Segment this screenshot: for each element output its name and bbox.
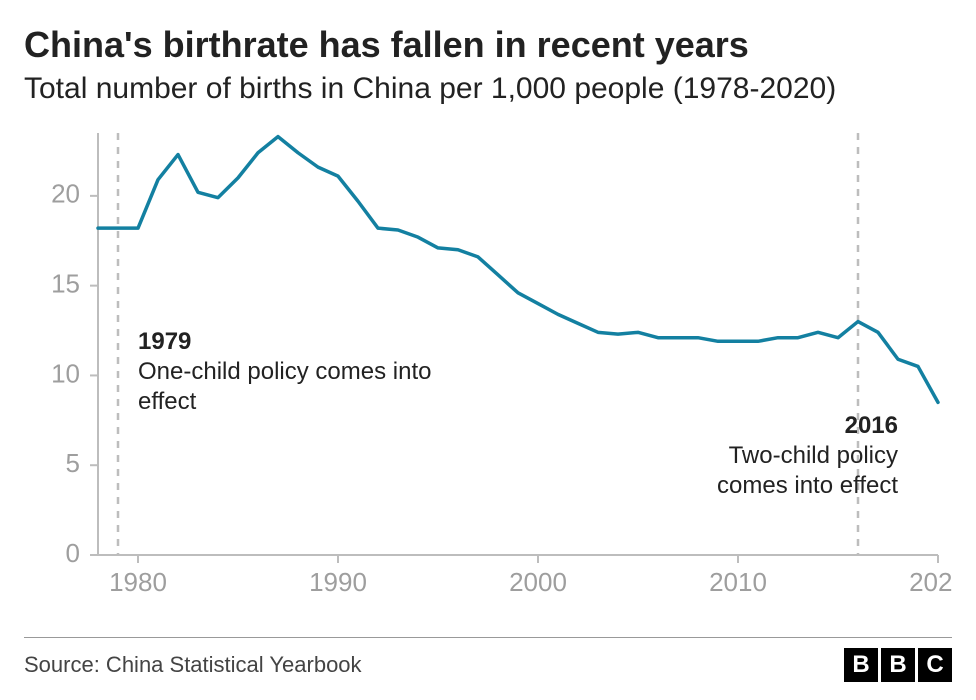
y-tick-label: 5 — [66, 448, 80, 478]
source-text: Source: China Statistical Yearbook — [24, 652, 362, 678]
annotation-text: One-child policy comes into effect — [138, 358, 431, 415]
y-tick-label: 20 — [51, 179, 80, 209]
x-tick-label: 2010 — [709, 567, 767, 597]
bbc-logo-block: B — [881, 648, 915, 682]
annotation-year: 1979 — [138, 327, 438, 357]
bbc-logo: BBC — [844, 648, 952, 682]
chart-subtitle: Total number of births in China per 1,00… — [24, 71, 952, 107]
y-tick-label: 10 — [51, 359, 80, 389]
x-tick-label: 1990 — [309, 567, 367, 597]
chart-annotation: 2016Two-child policy comes into effect — [662, 411, 898, 501]
bbc-logo-block: C — [918, 648, 952, 682]
y-tick-label: 15 — [51, 269, 80, 299]
y-tick-label: 0 — [66, 538, 80, 568]
chart-area: 0 5 10 15 20 1980 1990 2000 2010 2020 1979One-chi… — [24, 111, 952, 611]
bbc-logo-block: B — [844, 648, 878, 682]
annotation-text: Two-child policy comes into effect — [717, 442, 898, 499]
footer: Source: China Statistical Yearbook BBC — [24, 637, 952, 682]
chart-annotation: 1979One-child policy comes into effect — [138, 327, 438, 417]
annotation-year: 2016 — [662, 411, 898, 441]
x-tick-label: 1980 — [109, 567, 167, 597]
chart-title: China's birthrate has fallen in recent y… — [24, 24, 952, 65]
x-tick-label: 2000 — [509, 567, 567, 597]
x-tick-label: 2020 — [909, 567, 952, 597]
